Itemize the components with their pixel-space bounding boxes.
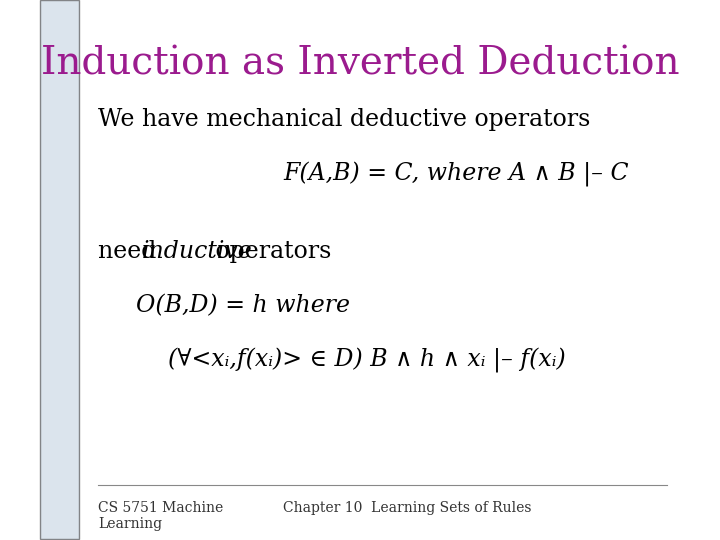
Text: (∀<xᵢ,f(xᵢ)> ∈ D) B ∧ h ∧ xᵢ |– f(xᵢ): (∀<xᵢ,f(xᵢ)> ∈ D) B ∧ h ∧ xᵢ |– f(xᵢ) bbox=[168, 348, 566, 373]
Text: CS 5751 Machine
Learning: CS 5751 Machine Learning bbox=[98, 501, 223, 531]
FancyBboxPatch shape bbox=[40, 0, 78, 539]
Text: inductive: inductive bbox=[141, 240, 252, 263]
Text: need: need bbox=[98, 240, 163, 263]
Text: O(B,D) = h where: O(B,D) = h where bbox=[136, 294, 350, 316]
Text: Chapter 10  Learning Sets of Rules: Chapter 10 Learning Sets of Rules bbox=[283, 501, 532, 515]
Text: Induction as Inverted Deduction: Induction as Inverted Deduction bbox=[41, 46, 679, 83]
Text: operators: operators bbox=[208, 240, 331, 263]
Text: We have mechanical deductive operators: We have mechanical deductive operators bbox=[98, 108, 590, 131]
Text: F(A,B) = C, where A ∧ B |– C: F(A,B) = C, where A ∧ B |– C bbox=[283, 161, 629, 187]
